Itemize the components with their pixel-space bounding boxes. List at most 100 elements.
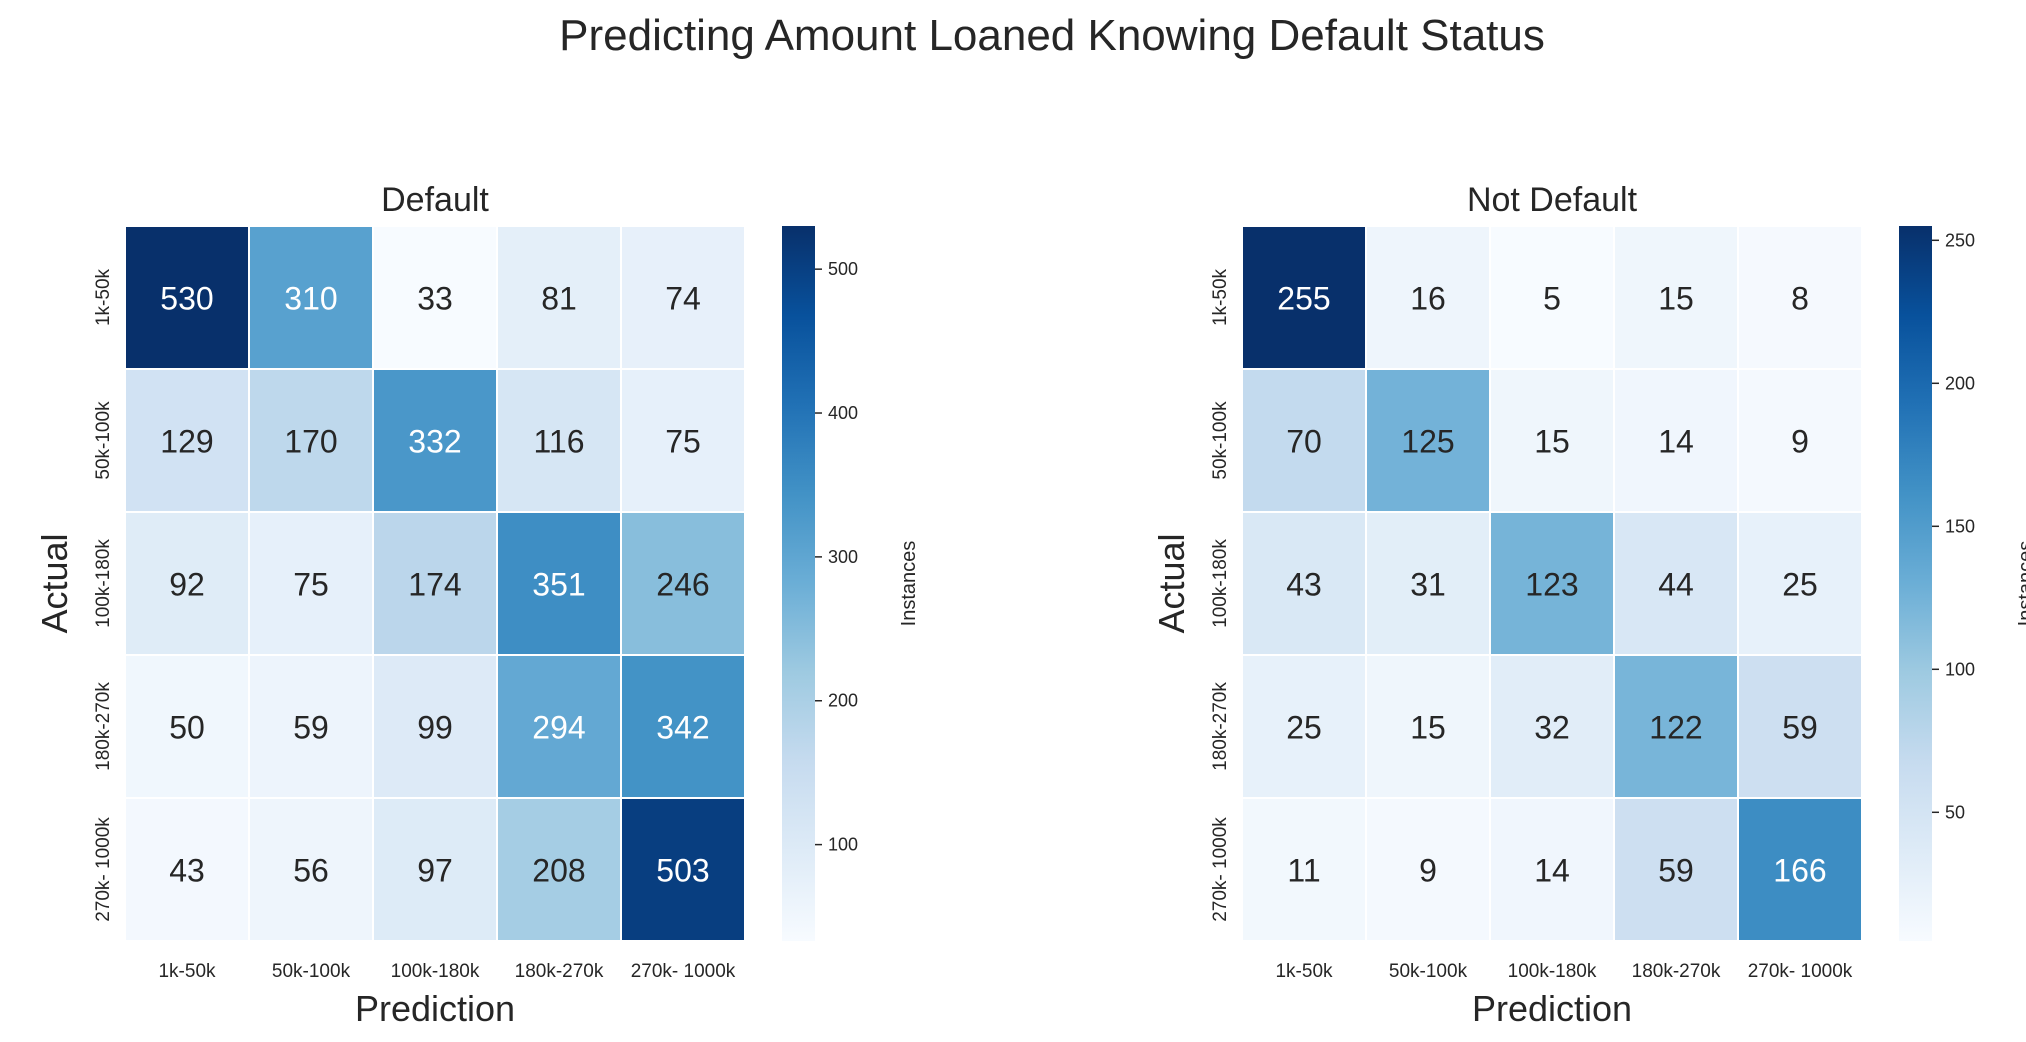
heatmap-cell [496,225,622,370]
heatmap-cell [124,654,250,799]
heatmap-cell [496,511,622,656]
subplot-title: Not Default [1467,181,1638,219]
heatmap-cell [248,797,374,942]
cell-value-label: 9 [1791,424,1809,460]
cell-value-label: 116 [533,424,584,460]
x-tick-label: 180k-270k [515,961,604,982]
cell-value-label: 166 [1773,853,1826,889]
y-tick-label: 100k-180k [1210,539,1231,628]
x-tick-label: 50k-100k [272,961,351,982]
cell-value-label: 59 [1658,853,1694,889]
cell-value-label: 8 [1791,281,1809,317]
heatmap-cell [1241,225,1367,370]
heatmap-cell [1489,225,1615,370]
heatmap-cell [1365,797,1491,942]
cell-value-label: 170 [284,424,337,460]
cell-value-label: 11 [1287,853,1320,889]
cell-value-label: 129 [160,424,213,460]
cell-value-label: 16 [1410,281,1446,317]
cell-value-label: 5 [1543,281,1561,317]
cell-value-label: 310 [284,281,337,317]
cell-value-label: 56 [293,853,329,889]
cell-value-label: 31 [1410,567,1446,603]
x-tick-label: 1k-50k [158,961,216,982]
heatmap-cell [1613,654,1739,799]
cell-value-label: 15 [1534,424,1570,460]
heatmap-cell [620,511,746,656]
colorbar-tick-label: 200 [828,691,858,711]
x-tick-label: 1k-50k [1275,961,1333,982]
cell-value-label: 81 [541,281,577,317]
cell-value-label: 44 [1658,567,1694,603]
heatmap-cell [1241,797,1367,942]
y-tick-label: 180k-270k [1210,682,1231,771]
cell-value-label: 70 [1286,424,1322,460]
heatmap-cell [620,797,746,942]
heatmap-cell [496,654,622,799]
y-tick-label: 1k-50k [93,268,114,326]
cell-value-label: 59 [1782,710,1818,746]
x-tick-label: 100k-180k [391,961,480,982]
cell-value-label: 255 [1277,281,1330,317]
x-tick-label: 100k-180k [1508,961,1597,982]
colorbar [782,226,815,941]
y-tick-label: 50k-100k [1210,401,1231,480]
heatmap-panel-2: Not Default 255 16 5 15 8 70 125 15 14 9 43 31 123 44 2… [1151,181,2026,1029]
x-axis-label: Prediction [355,988,515,1029]
cell-value-label: 530 [160,281,213,317]
y-axis-label: Actual [1151,533,1192,633]
y-tick-label: 50k-100k [93,401,114,480]
cell-value-label: 75 [665,424,701,460]
cell-value-label: 122 [1649,710,1702,746]
heatmap-cell [1365,654,1491,799]
cell-value-label: 123 [1525,567,1578,603]
cell-value-label: 9 [1419,853,1437,889]
heatmap-cell [372,368,498,513]
subplot-title: Default [381,181,489,219]
colorbar-tick-label: 100 [1945,659,1975,679]
heatmap-cell [1737,225,1863,370]
cell-value-label: 74 [665,281,701,317]
cell-value-label: 174 [408,567,461,603]
heatmap-cell [1489,511,1615,656]
x-tick-label: 270k- 1000k [631,961,736,982]
cell-value-label: 208 [532,853,585,889]
x-tick-label: 50k-100k [1389,961,1468,982]
cell-value-label: 43 [1286,567,1322,603]
colorbar-tick-label: 300 [828,547,858,567]
y-tick-label: 270k- 1000k [93,817,114,922]
figure-title: Predicting Amount Loaned Knowing Default… [559,11,1545,60]
colorbar-tick-label: 500 [828,259,858,279]
y-tick-label: 100k-180k [93,539,114,628]
heatmap-cell [1489,654,1615,799]
cell-value-label: 14 [1658,424,1694,460]
heatmap-cell [124,225,250,370]
cell-value-label: 125 [1401,424,1454,460]
heatmap-cell [1613,225,1739,370]
cell-value-label: 14 [1534,853,1570,889]
cell-value-label: 33 [417,281,453,317]
heatmap-cell [124,797,250,942]
cell-value-label: 97 [417,853,453,889]
colorbar-label: Instances [898,541,920,627]
cell-value-label: 294 [532,710,585,746]
colorbar-tick-label: 50 [1945,802,1965,822]
colorbar [1899,226,1932,941]
x-tick-label: 180k-270k [1632,961,1721,982]
heatmap-cell [1613,368,1739,513]
colorbar-tick-label: 150 [1945,516,1975,536]
colorbar-tick-label: 200 [1945,373,1975,393]
y-tick-label: 270k- 1000k [1210,817,1231,922]
heatmap-cell [124,368,250,513]
cell-value-label: 43 [169,853,205,889]
heatmap-cell [1489,797,1615,942]
x-axis-label: Prediction [1472,988,1632,1029]
heatmap-cell [1241,654,1367,799]
cell-value-label: 59 [293,710,329,746]
heatmap-cell [1737,368,1863,513]
colorbar-label: Instances [2015,541,2026,627]
y-tick-label: 180k-270k [93,682,114,771]
heatmap-cell [1737,797,1863,942]
cell-value-label: 15 [1658,281,1694,317]
